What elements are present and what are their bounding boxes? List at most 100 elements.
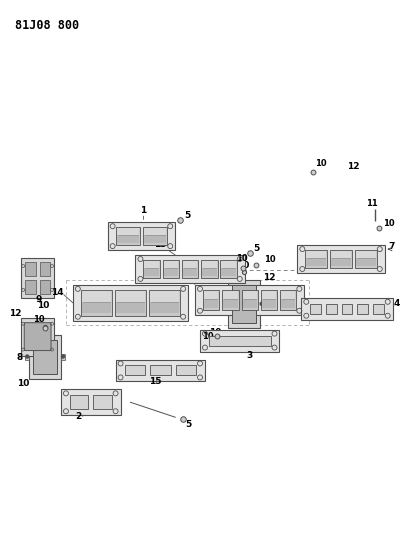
Bar — [21, 258, 54, 298]
Circle shape — [61, 355, 64, 358]
Bar — [25, 353, 29, 360]
Bar — [221, 268, 235, 276]
Bar — [355, 258, 375, 266]
Bar — [301, 298, 392, 320]
Text: 10: 10 — [33, 314, 45, 324]
Bar — [209, 336, 270, 345]
Bar — [223, 299, 237, 308]
Bar — [116, 235, 139, 244]
Bar — [202, 268, 216, 276]
Text: 6: 6 — [222, 271, 228, 280]
Bar — [221, 261, 235, 268]
Bar — [227, 280, 259, 328]
Bar — [115, 290, 146, 316]
Text: 12: 12 — [263, 273, 275, 282]
Bar — [279, 290, 296, 310]
Bar — [73, 285, 188, 321]
Bar — [330, 258, 350, 266]
Bar — [305, 250, 326, 268]
Bar — [356, 304, 367, 314]
Text: 9: 9 — [36, 295, 42, 304]
Circle shape — [224, 302, 227, 305]
Bar — [261, 291, 275, 299]
Bar — [260, 290, 276, 310]
Text: 12: 12 — [346, 161, 358, 171]
Bar — [163, 261, 177, 268]
Bar — [144, 261, 158, 268]
Bar — [61, 353, 65, 360]
Text: 10: 10 — [263, 255, 275, 264]
Bar — [242, 291, 256, 299]
Bar — [220, 260, 236, 278]
Bar — [325, 304, 336, 314]
Text: 13: 13 — [153, 240, 166, 249]
Bar — [150, 366, 170, 375]
Text: 4: 4 — [392, 299, 399, 308]
Bar — [330, 251, 350, 258]
Text: 1: 1 — [140, 206, 146, 215]
Bar — [81, 290, 112, 316]
Bar — [150, 291, 179, 302]
Text: 12: 12 — [9, 309, 21, 318]
Bar — [261, 299, 275, 308]
Bar — [107, 222, 175, 250]
Bar — [183, 268, 197, 276]
Text: 10: 10 — [202, 332, 213, 341]
Bar — [201, 260, 217, 278]
Text: 5: 5 — [184, 211, 190, 220]
Bar — [222, 290, 238, 310]
Bar — [175, 366, 196, 375]
Bar — [143, 235, 166, 244]
Text: 10: 10 — [236, 261, 248, 270]
Bar — [143, 227, 167, 245]
Bar — [144, 268, 158, 276]
Bar — [149, 290, 180, 316]
Bar — [242, 299, 256, 308]
Bar — [82, 302, 111, 313]
Bar — [354, 250, 376, 268]
Circle shape — [260, 302, 262, 305]
Text: 10: 10 — [37, 301, 49, 310]
Bar — [194, 285, 304, 315]
Bar — [223, 291, 237, 299]
Bar — [93, 395, 111, 409]
Bar — [203, 291, 218, 299]
Text: 10: 10 — [314, 158, 326, 167]
Bar — [115, 360, 205, 382]
Bar — [372, 304, 383, 314]
Bar — [143, 228, 166, 235]
Bar — [82, 291, 111, 302]
Circle shape — [26, 355, 29, 358]
Bar — [305, 258, 325, 266]
Text: 8: 8 — [16, 352, 22, 361]
Bar — [241, 290, 257, 310]
Bar — [280, 291, 294, 299]
Bar — [162, 260, 179, 278]
Text: 2: 2 — [76, 412, 82, 421]
Bar — [200, 330, 279, 352]
Bar — [259, 301, 263, 307]
Bar — [21, 318, 54, 356]
Bar — [202, 261, 216, 268]
Text: 81J08 800: 81J08 800 — [15, 19, 79, 33]
Text: 5: 5 — [185, 420, 191, 429]
Bar — [296, 245, 384, 273]
Bar — [25, 262, 36, 276]
Bar — [116, 291, 145, 302]
Bar — [124, 366, 145, 375]
Bar — [25, 280, 36, 294]
Text: 7: 7 — [388, 242, 394, 251]
Text: 15: 15 — [149, 377, 161, 386]
Bar — [116, 228, 139, 235]
Text: 10: 10 — [208, 328, 221, 337]
Bar — [61, 389, 120, 415]
Bar — [115, 227, 140, 245]
Text: 14: 14 — [51, 288, 63, 297]
FancyBboxPatch shape — [24, 322, 51, 351]
Text: 10: 10 — [235, 254, 247, 263]
Bar — [231, 285, 255, 322]
Bar — [150, 302, 179, 313]
Text: 11: 11 — [365, 199, 377, 208]
Bar — [202, 290, 219, 310]
Bar — [181, 260, 198, 278]
